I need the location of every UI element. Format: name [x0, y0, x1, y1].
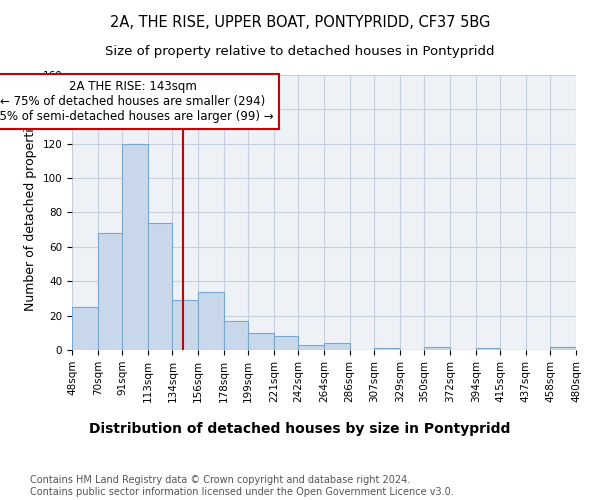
Bar [424, 346, 450, 350]
Bar [550, 346, 576, 350]
Y-axis label: Number of detached properties: Number of detached properties [24, 114, 37, 311]
Bar [224, 321, 248, 350]
Bar [148, 223, 172, 350]
Bar [172, 300, 198, 350]
Bar [298, 345, 324, 350]
Bar [274, 336, 298, 350]
Bar [198, 292, 224, 350]
Bar [72, 307, 98, 350]
Bar [122, 144, 148, 350]
Text: 2A, THE RISE, UPPER BOAT, PONTYPRIDD, CF37 5BG: 2A, THE RISE, UPPER BOAT, PONTYPRIDD, CF… [110, 15, 490, 30]
Bar [324, 343, 350, 350]
Bar [476, 348, 500, 350]
Bar [248, 333, 274, 350]
Bar [98, 233, 122, 350]
Text: Size of property relative to detached houses in Pontypridd: Size of property relative to detached ho… [105, 45, 495, 58]
Text: 2A THE RISE: 143sqm
← 75% of detached houses are smaller (294)
25% of semi-detac: 2A THE RISE: 143sqm ← 75% of detached ho… [0, 80, 274, 123]
Text: Contains HM Land Registry data © Crown copyright and database right 2024.
Contai: Contains HM Land Registry data © Crown c… [30, 475, 454, 496]
Text: Distribution of detached houses by size in Pontypridd: Distribution of detached houses by size … [89, 422, 511, 436]
Bar [374, 348, 400, 350]
